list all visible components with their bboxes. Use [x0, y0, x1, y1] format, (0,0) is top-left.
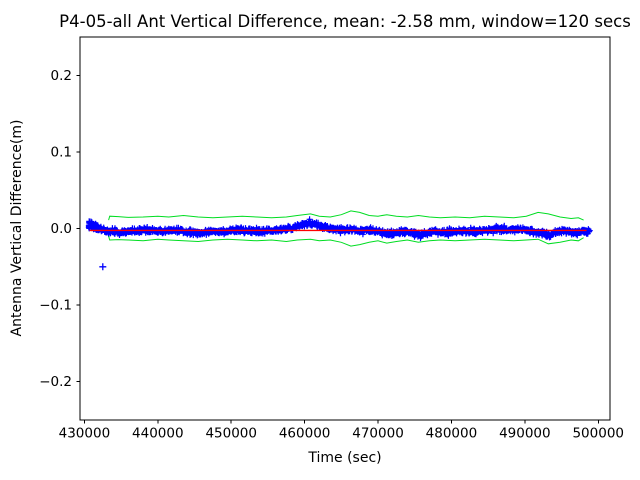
y-tick-label: −0.2 [39, 374, 72, 390]
x-axis-label: Time (sec) [308, 450, 382, 466]
x-tick-label: 470000 [352, 426, 404, 442]
x-tick-label: 500000 [572, 426, 624, 442]
lower-bound-line [108, 236, 584, 247]
chart-title: P4-05-all Ant Vertical Difference, mean:… [59, 12, 631, 31]
x-tick-label: 460000 [279, 426, 331, 442]
x-tick-label: 440000 [132, 426, 184, 442]
y-tick-label: 0.2 [51, 68, 72, 84]
upper-bound-line [108, 210, 584, 221]
y-tick-label: 0.1 [51, 144, 72, 160]
outlier-marker [99, 263, 107, 271]
x-tick-label: 430000 [59, 426, 111, 442]
x-tick-label: 490000 [499, 426, 551, 442]
y-tick-label: −0.1 [39, 298, 72, 314]
scatter-band [85, 216, 593, 242]
x-tick-label: 480000 [426, 426, 478, 442]
x-tick-label: 450000 [205, 426, 257, 442]
y-tick-label: 0.0 [51, 221, 72, 237]
